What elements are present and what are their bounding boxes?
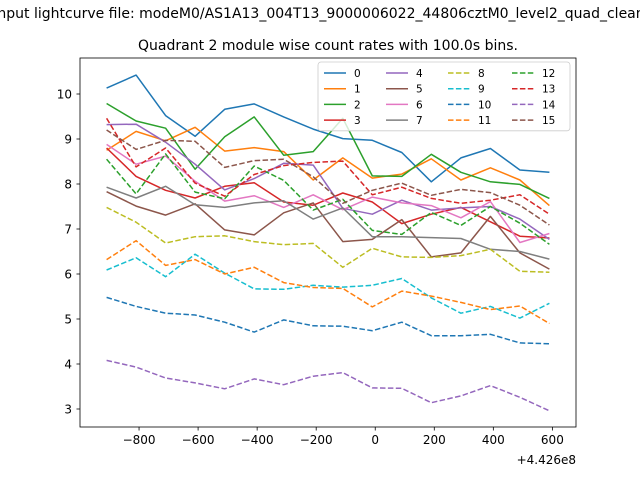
legend-label-13: 13 bbox=[542, 84, 555, 96]
legend-label-3: 3 bbox=[354, 115, 361, 127]
x-tick-label: 400 bbox=[482, 433, 505, 447]
legend-frame bbox=[317, 61, 571, 132]
legend-label-2: 2 bbox=[354, 99, 361, 111]
y-tick-label: 3 bbox=[64, 403, 72, 417]
series-line-5 bbox=[106, 191, 550, 270]
series-line-3 bbox=[106, 147, 550, 239]
x-tick-label: −400 bbox=[241, 433, 274, 447]
y-tick-label: 7 bbox=[64, 223, 72, 237]
y-tick-label: 9 bbox=[64, 133, 72, 147]
series-line-7 bbox=[106, 185, 550, 260]
series-line-15 bbox=[106, 129, 550, 226]
legend-label-8: 8 bbox=[478, 68, 485, 80]
legend-label-9: 9 bbox=[478, 84, 485, 96]
series-line-14 bbox=[106, 359, 550, 412]
series-line-2 bbox=[106, 102, 550, 200]
x-tick-label: −200 bbox=[300, 433, 333, 447]
series-lines bbox=[105, 74, 550, 412]
series-line-13 bbox=[105, 117, 550, 215]
x-tick-label: −800 bbox=[123, 433, 156, 447]
x-tick-label: −600 bbox=[182, 433, 215, 447]
series-line-12 bbox=[106, 153, 550, 245]
series-line-4 bbox=[106, 123, 550, 241]
y-tick-label: 6 bbox=[64, 268, 72, 282]
y-tick-label: 5 bbox=[64, 313, 72, 327]
y-tick-label: 4 bbox=[64, 358, 72, 372]
chart-title: Quadrant 2 module wise count rates with … bbox=[138, 38, 518, 54]
series-line-1 bbox=[106, 126, 550, 207]
legend-label-12: 12 bbox=[542, 68, 555, 80]
y-tick-label: 8 bbox=[64, 178, 72, 192]
plot-frame bbox=[79, 57, 577, 428]
legend-label-7: 7 bbox=[416, 115, 423, 127]
x-tick-label: 200 bbox=[423, 433, 446, 447]
chart-suptitle: Plot of input lightcurve file: modeM0/AS… bbox=[0, 6, 640, 22]
series-line-11 bbox=[106, 239, 550, 325]
legend-label-1: 1 bbox=[354, 84, 361, 96]
legend-label-15: 15 bbox=[542, 115, 555, 127]
series-line-10 bbox=[106, 296, 550, 345]
series-line-8 bbox=[106, 206, 550, 273]
series-line-9 bbox=[106, 253, 550, 319]
x-tick-label: 600 bbox=[541, 433, 564, 447]
legend-label-6: 6 bbox=[416, 99, 423, 111]
legend-label-10: 10 bbox=[478, 99, 491, 111]
legend-label-0: 0 bbox=[354, 68, 361, 80]
x-tick-label: 0 bbox=[371, 433, 379, 447]
legend-label-5: 5 bbox=[416, 84, 423, 96]
y-tick-label: 10 bbox=[57, 88, 72, 102]
legend-label-14: 14 bbox=[542, 99, 556, 111]
legend-label-4: 4 bbox=[416, 68, 423, 80]
series-line-6 bbox=[106, 143, 550, 244]
legend-label-11: 11 bbox=[478, 115, 491, 127]
x-offset-label: +4.426e8 bbox=[517, 453, 576, 467]
